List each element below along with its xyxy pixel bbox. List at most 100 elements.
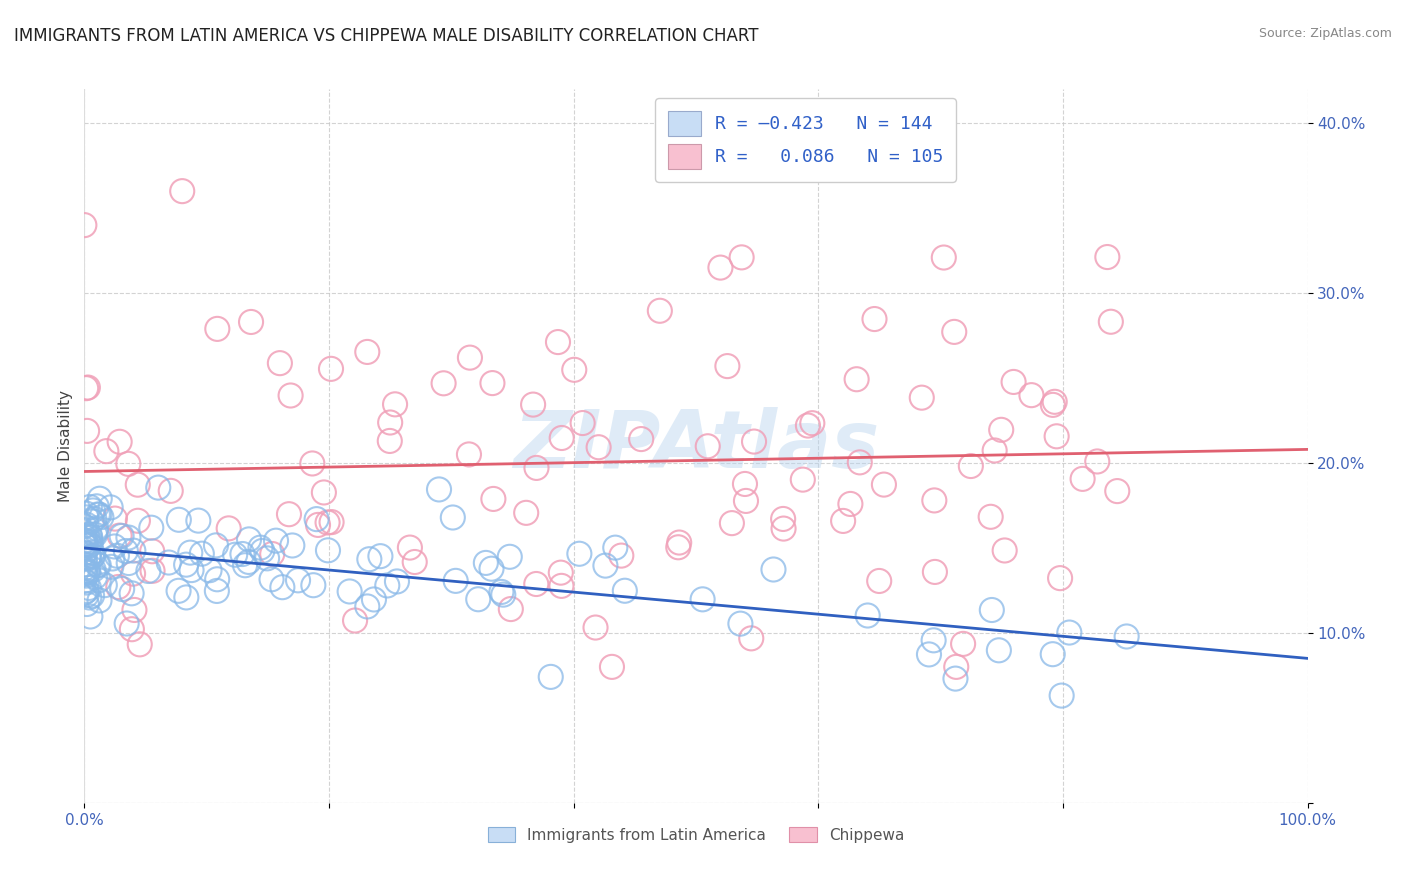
Point [312, 485, 335, 500]
Point [832, 514, 855, 528]
Point [797, 418, 820, 433]
Point [128, 637, 150, 651]
Point [980, 603, 1002, 617]
Point [839, 497, 862, 511]
Point [994, 543, 1017, 558]
Point [316, 543, 339, 558]
Point [1097, 250, 1119, 264]
Point [475, 556, 498, 570]
Point [648, 303, 671, 318]
Text: IMMIGRANTS FROM LATIN AMERICA VS CHIPPEWA MALE DISABILITY CORRELATION CHART: IMMIGRANTS FROM LATIN AMERICA VS CHIPPEW… [14, 27, 759, 45]
Point [735, 494, 758, 508]
Point [76, 597, 98, 611]
Point [1071, 472, 1094, 486]
Point [179, 546, 201, 560]
Point [378, 434, 401, 448]
Point [551, 431, 574, 445]
Point [427, 483, 450, 497]
Point [84, 570, 107, 584]
Point [122, 566, 145, 581]
Point [868, 574, 890, 588]
Point [873, 477, 896, 491]
Point [959, 458, 981, 473]
Point [79, 609, 101, 624]
Point [76, 588, 98, 602]
Point [339, 584, 361, 599]
Point [499, 549, 522, 564]
Point [562, 363, 585, 377]
Point [90, 510, 112, 524]
Point [692, 592, 714, 607]
Point [75, 517, 97, 532]
Point [356, 345, 378, 359]
Point [1002, 375, 1025, 389]
Point [77, 549, 100, 563]
Point [945, 660, 967, 674]
Point [1043, 394, 1066, 409]
Point [911, 391, 934, 405]
Point [76, 424, 98, 438]
Point [82, 545, 104, 559]
Point [522, 398, 544, 412]
Point [104, 511, 127, 525]
Point [84, 524, 107, 538]
Point [945, 672, 967, 686]
Point [249, 541, 271, 555]
Point [932, 251, 955, 265]
Point [1046, 429, 1069, 443]
Point [269, 356, 291, 370]
Point [79, 591, 101, 605]
Point [568, 547, 591, 561]
Point [610, 549, 633, 563]
Point [73, 561, 96, 575]
Point [115, 544, 138, 558]
Point [458, 447, 481, 461]
Point [174, 558, 197, 572]
Point [721, 516, 744, 530]
Point [100, 559, 122, 574]
Point [84, 528, 107, 542]
Point [87, 558, 110, 573]
Point [127, 514, 149, 528]
Point [231, 547, 253, 561]
Point [605, 541, 627, 555]
Point [444, 574, 467, 588]
Point [121, 586, 143, 600]
Point [240, 315, 263, 329]
Point [260, 572, 283, 586]
Point [281, 539, 304, 553]
Point [77, 550, 100, 565]
Point [79, 530, 101, 544]
Point [80, 515, 103, 529]
Point [94, 578, 117, 592]
Point [499, 602, 522, 616]
Point [550, 566, 572, 580]
Point [399, 541, 422, 555]
Point [205, 572, 228, 586]
Point [108, 528, 131, 542]
Point [73, 574, 96, 588]
Point [1021, 388, 1043, 402]
Point [77, 566, 100, 580]
Point [772, 512, 794, 526]
Point [384, 397, 406, 411]
Point [207, 322, 229, 336]
Point [380, 416, 402, 430]
Point [740, 632, 762, 646]
Point [863, 312, 886, 326]
Point [73, 585, 96, 599]
Point [73, 519, 96, 533]
Point [73, 538, 96, 552]
Point [481, 376, 503, 390]
Point [730, 616, 752, 631]
Point [668, 535, 690, 549]
Point [76, 583, 98, 598]
Point [75, 568, 97, 582]
Point [111, 582, 134, 596]
Text: Source: ZipAtlas.com: Source: ZipAtlas.com [1258, 27, 1392, 40]
Point [75, 381, 97, 395]
Point [110, 529, 132, 543]
Point [1099, 315, 1122, 329]
Point [307, 517, 329, 532]
Point [108, 434, 131, 449]
